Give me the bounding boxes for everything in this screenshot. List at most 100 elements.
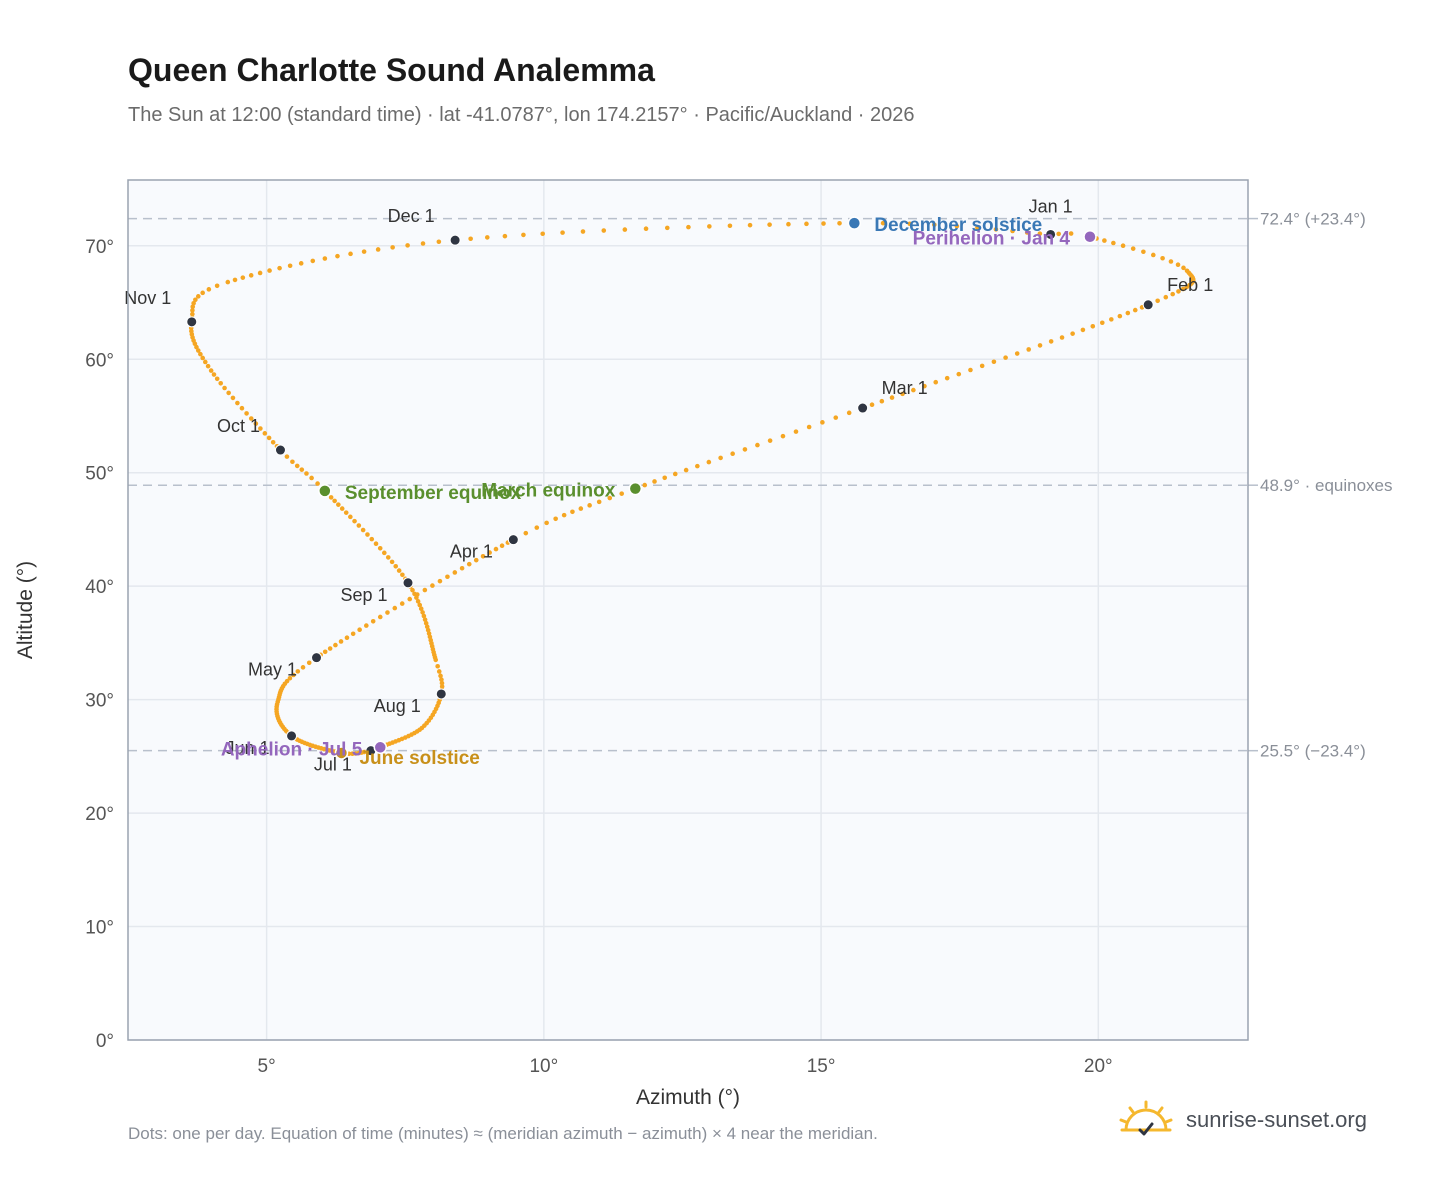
daily-sun-dot xyxy=(438,673,443,679)
daily-sun-dot xyxy=(767,438,773,443)
daily-sun-dot xyxy=(425,627,431,633)
daily-sun-dot xyxy=(499,543,505,549)
month-label: Dec 1 xyxy=(388,206,435,226)
daily-sun-dot xyxy=(211,372,217,377)
daily-sun-dot xyxy=(664,225,670,231)
daily-sun-dot xyxy=(956,371,962,377)
daily-sun-dot xyxy=(240,275,246,280)
brand[interactable]: sunrise-sunset.org xyxy=(1118,1100,1367,1140)
month-marker xyxy=(857,402,869,414)
month-marker xyxy=(1142,299,1154,311)
daily-sun-dot xyxy=(1059,335,1065,340)
daily-sun-dot xyxy=(975,225,980,231)
daily-sun-dot xyxy=(1176,289,1181,294)
daily-sun-dot xyxy=(290,459,295,465)
daily-sun-dot xyxy=(253,421,259,426)
daily-sun-dot xyxy=(544,520,549,526)
daily-sun-dot xyxy=(1109,317,1114,322)
daily-sun-dot xyxy=(437,578,443,584)
event-marker xyxy=(373,740,388,755)
daily-sun-dot xyxy=(205,363,211,369)
daily-sun-dot xyxy=(350,631,356,637)
daily-sun-dot xyxy=(322,256,328,261)
daily-sun-dot xyxy=(880,220,886,226)
sun-check-icon xyxy=(1119,1100,1173,1136)
daily-sun-dot xyxy=(502,233,508,239)
daily-sun-dot xyxy=(287,263,293,269)
daily-sun-dot xyxy=(190,308,195,313)
daily-sun-dot xyxy=(944,375,950,381)
daily-sun-dot xyxy=(1120,243,1126,249)
daily-sun-dot xyxy=(718,455,723,461)
daily-sun-dot xyxy=(400,572,405,578)
daily-sun-dot xyxy=(540,231,545,237)
daily-sun-dot xyxy=(214,376,220,382)
chart-subtitle: The Sun at 12:00 (standard time) · lat -… xyxy=(128,104,915,126)
event-marker xyxy=(847,216,862,230)
daily-sun-dot xyxy=(405,243,410,248)
daily-sun-dot xyxy=(561,512,567,518)
daily-sun-dot xyxy=(991,359,997,365)
daily-sun-dot xyxy=(452,570,458,575)
daily-sun-dot xyxy=(643,226,649,232)
daily-sun-dot xyxy=(226,390,231,396)
daily-sun-dot xyxy=(339,506,345,511)
x-tick-label: 5° xyxy=(258,1056,276,1077)
daily-sun-dot xyxy=(587,503,592,508)
daily-sun-dot xyxy=(1010,228,1015,234)
daily-sun-dot xyxy=(414,595,419,600)
daily-sun-dot xyxy=(239,405,245,411)
daily-sun-dot xyxy=(730,451,735,457)
daily-sun-dot xyxy=(357,627,362,633)
daily-sun-dot xyxy=(377,614,383,620)
daily-sun-dot xyxy=(755,442,760,448)
daily-sun-dot xyxy=(459,565,465,571)
plot-frame xyxy=(127,179,1249,1041)
daily-sun-dot xyxy=(1117,313,1123,319)
daily-sun-dot xyxy=(365,532,370,537)
month-marker xyxy=(311,652,323,664)
month-marker xyxy=(286,730,298,742)
daily-sun-dot xyxy=(993,227,999,232)
month-marker xyxy=(186,316,198,328)
y-tick-label: 0° xyxy=(96,1031,114,1052)
event-marker xyxy=(334,746,349,760)
daily-sun-dot xyxy=(439,680,445,686)
daily-sun-dot xyxy=(521,232,526,238)
daily-sun-dot xyxy=(445,574,450,580)
daily-sun-dot xyxy=(322,649,328,655)
event-label: December solstice xyxy=(874,215,1042,236)
daily-sun-dot xyxy=(299,467,305,472)
daily-sun-dot xyxy=(266,435,272,441)
daily-sun-dot xyxy=(436,669,442,674)
daily-sun-dot xyxy=(932,222,937,228)
daily-sun-dot xyxy=(410,587,415,593)
daily-sun-dot xyxy=(338,639,344,644)
month-label: Apr 1 xyxy=(450,542,493,562)
daily-sun-dot xyxy=(310,258,316,264)
daily-sun-dot xyxy=(309,475,314,481)
daily-sun-dot xyxy=(439,677,444,682)
daily-sun-dot xyxy=(686,224,691,230)
daily-sun-dot xyxy=(294,463,300,469)
daily-sun-dot xyxy=(1037,231,1043,236)
daily-sun-dot xyxy=(1090,323,1096,329)
daily-sun-dot xyxy=(695,463,700,469)
daily-sun-dot xyxy=(578,506,584,511)
daily-sun-dot xyxy=(407,596,413,602)
daily-sun-dot xyxy=(360,527,366,533)
daily-sun-dot xyxy=(420,241,426,246)
daily-sun-dot xyxy=(1170,291,1175,297)
daily-sun-dot xyxy=(435,663,440,669)
daily-sun-dot xyxy=(399,601,405,606)
event-label: September equinox xyxy=(345,483,522,504)
daily-sun-dot xyxy=(570,509,575,515)
daily-sun-dot xyxy=(333,642,338,648)
y-tick-label: 70° xyxy=(85,237,114,258)
daily-sun-dot xyxy=(235,400,240,406)
daily-sun-dot xyxy=(304,471,309,476)
month-label: Nov 1 xyxy=(124,288,171,308)
daily-sun-dot xyxy=(230,395,236,401)
daily-sun-dot xyxy=(336,502,341,507)
daily-sun-dot xyxy=(248,273,254,278)
